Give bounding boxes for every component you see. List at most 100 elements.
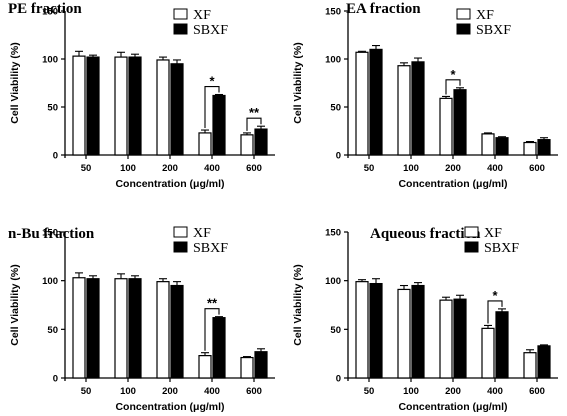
- x-axis-label: Concentration (μg/ml): [115, 178, 224, 190]
- bar-xf: [523, 352, 537, 379]
- y-axis-label: Cell Viability (%): [9, 264, 21, 346]
- x-tick-label: 400: [204, 386, 220, 397]
- y-tick-label: 100: [325, 276, 341, 287]
- bar-sbxf: [453, 298, 467, 379]
- y-axis-label: Cell Viability (%): [292, 42, 304, 124]
- x-axis-label: Concentration (μg/ml): [115, 401, 224, 413]
- legend-swatch-xf: [173, 8, 188, 20]
- significance-bracket: [487, 300, 503, 324]
- bar-sbxf: [128, 56, 142, 156]
- bar-sbxf: [254, 351, 268, 379]
- bar-sbxf: [537, 345, 551, 379]
- panel-title: Aqueous fraction: [370, 226, 481, 242]
- x-tick-label: 50: [81, 386, 92, 397]
- bar-xf: [439, 97, 453, 156]
- bar-xf: [439, 299, 453, 379]
- y-tick-label: 150: [325, 228, 341, 239]
- x-tick-label: 400: [487, 386, 503, 397]
- significance-bracket: [204, 85, 220, 129]
- x-tick-label: 400: [487, 163, 503, 174]
- y-tick-label: 0: [53, 374, 58, 385]
- y-tick-label: 50: [330, 325, 341, 336]
- bar-sbxf: [86, 278, 100, 379]
- bar-sbxf: [128, 278, 142, 379]
- bar-sbxf: [212, 94, 226, 156]
- legend-swatch-sbxf: [464, 241, 479, 253]
- x-axis-label: Concentration (μg/ml): [398, 178, 507, 190]
- significance-marker: *: [492, 288, 498, 303]
- y-tick-label: 0: [53, 151, 58, 162]
- legend-label-sbxf: SBXF: [484, 241, 519, 256]
- x-tick-label: 600: [246, 163, 262, 174]
- x-tick-label: 600: [246, 386, 262, 397]
- bar-xf: [397, 288, 411, 379]
- bar-xf: [72, 277, 86, 379]
- bar-xf: [355, 281, 369, 379]
- legend-label-xf: XF: [476, 8, 494, 23]
- x-tick-label: 50: [81, 163, 92, 174]
- significance-bracket: [204, 308, 220, 351]
- y-tick-label: 100: [42, 55, 58, 66]
- significance-marker: *: [209, 74, 215, 89]
- bar-xf: [240, 134, 254, 156]
- bar-sbxf: [86, 56, 100, 156]
- bar-xf: [198, 355, 212, 379]
- bar-xf: [481, 327, 495, 379]
- y-tick-label: 150: [42, 228, 58, 239]
- bar-sbxf: [170, 284, 184, 379]
- bar-sbxf: [411, 61, 425, 156]
- x-tick-label: 50: [364, 163, 375, 174]
- significance-bracket: [445, 79, 461, 95]
- legend-label-sbxf: SBXF: [193, 23, 228, 38]
- bar-xf: [481, 133, 495, 156]
- legend-swatch-xf: [464, 226, 479, 238]
- bar-sbxf: [537, 139, 551, 156]
- bar-xf: [355, 51, 369, 156]
- bar-xf: [72, 55, 86, 156]
- bar-sbxf: [495, 137, 509, 156]
- x-tick-label: 100: [403, 386, 419, 397]
- y-tick-label: 100: [325, 55, 341, 66]
- bar-sbxf: [369, 282, 383, 379]
- legend-label-sbxf: SBXF: [476, 23, 511, 38]
- x-tick-label: 100: [120, 163, 136, 174]
- y-tick-label: 150: [325, 7, 341, 18]
- legend-swatch-xf: [456, 8, 471, 20]
- significance-marker: **: [207, 296, 218, 311]
- y-tick-label: 150: [42, 7, 58, 18]
- bar-xf: [240, 356, 254, 379]
- bar-xf: [156, 281, 170, 379]
- bar-xf: [397, 65, 411, 156]
- y-tick-label: 0: [336, 151, 341, 162]
- legend-label-xf: XF: [193, 226, 211, 241]
- y-axis-label: Cell Viability (%): [292, 264, 304, 346]
- significance-marker: *: [450, 67, 456, 82]
- bar-xf: [198, 132, 212, 156]
- x-tick-label: 600: [529, 163, 545, 174]
- significance-marker: **: [249, 105, 260, 120]
- x-tick-label: 200: [162, 386, 178, 397]
- bar-xf: [114, 278, 128, 379]
- x-tick-label: 400: [204, 163, 220, 174]
- x-tick-label: 200: [162, 163, 178, 174]
- legend-swatch-sbxf: [173, 241, 188, 253]
- x-axis-label: Concentration (μg/ml): [398, 401, 507, 413]
- y-tick-label: 0: [336, 374, 341, 385]
- y-tick-label: 50: [47, 103, 58, 114]
- bar-sbxf: [212, 317, 226, 379]
- bar-sbxf: [170, 63, 184, 156]
- x-tick-label: 200: [445, 386, 461, 397]
- bar-xf: [523, 141, 537, 156]
- legend-label-xf: XF: [193, 8, 211, 23]
- panel-title: n-Bu fraction: [8, 226, 95, 242]
- bar-xf: [114, 56, 128, 156]
- y-tick-label: 100: [42, 276, 58, 287]
- bar-xf: [156, 59, 170, 156]
- bar-sbxf: [254, 128, 268, 156]
- legend-label-sbxf: SBXF: [193, 241, 228, 256]
- bar-sbxf: [411, 284, 425, 379]
